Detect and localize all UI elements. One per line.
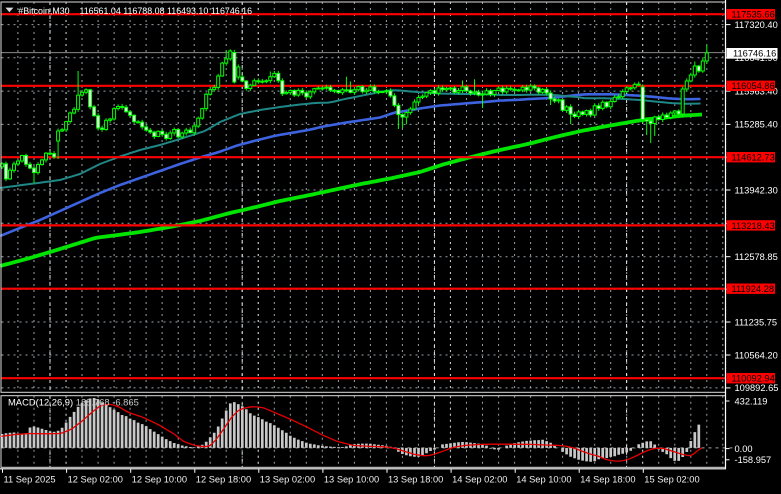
svg-text:12 Sep 18:00: 12 Sep 18:00: [196, 474, 251, 484]
svg-text:116746.16: 116746.16: [733, 48, 776, 58]
svg-text:111924.28: 111924.28: [732, 284, 775, 294]
svg-text:13 Sep 02:00: 13 Sep 02:00: [260, 474, 315, 484]
svg-text:13 Sep 18:00: 13 Sep 18:00: [388, 474, 443, 484]
svg-text:113942.30: 113942.30: [735, 185, 778, 195]
svg-text:13 Sep 10:00: 13 Sep 10:00: [324, 474, 379, 484]
svg-text:432.119: 432.119: [735, 396, 768, 406]
svg-text:115963.40: 115963.40: [735, 86, 778, 96]
svg-text:113218.43: 113218.43: [732, 221, 775, 231]
svg-text:112578.85: 112578.85: [735, 252, 778, 262]
svg-text:-158.957: -158.957: [735, 455, 772, 465]
svg-text:114612.73: 114612.73: [732, 153, 775, 163]
svg-text:12 Sep 02:00: 12 Sep 02:00: [68, 474, 123, 484]
svg-text:14 Sep 10:00: 14 Sep 10:00: [516, 474, 571, 484]
svg-text:111235.75: 111235.75: [735, 317, 778, 327]
svg-text:117535.66: 117535.66: [732, 10, 775, 20]
svg-text:MACD(12,26,9) 188.768 -6.865: MACD(12,26,9) 188.768 -6.865: [8, 397, 139, 408]
svg-text:0.00: 0.00: [735, 444, 753, 454]
svg-text:116054.86: 116054.86: [732, 81, 775, 91]
svg-text:11 Sep 2025: 11 Sep 2025: [4, 474, 56, 484]
svg-text:15 Sep 02:00: 15 Sep 02:00: [644, 474, 699, 484]
svg-text:117320.40: 117320.40: [735, 20, 778, 30]
svg-text:14 Sep 18:00: 14 Sep 18:00: [580, 474, 635, 484]
svg-text:12 Sep 10:00: 12 Sep 10:00: [132, 474, 187, 484]
svg-text:115285.40: 115285.40: [735, 120, 778, 130]
svg-text:110564.20: 110564.20: [735, 350, 778, 360]
svg-text:109892.65: 109892.65: [735, 383, 779, 393]
svg-text:110092.94: 110092.94: [732, 374, 775, 384]
svg-text:14 Sep 02:00: 14 Sep 02:00: [452, 474, 507, 484]
svg-text:#Bitcoin,M30 116561.04 1167: #Bitcoin,M30 116561.04 116788.08 116493.…: [18, 6, 252, 16]
